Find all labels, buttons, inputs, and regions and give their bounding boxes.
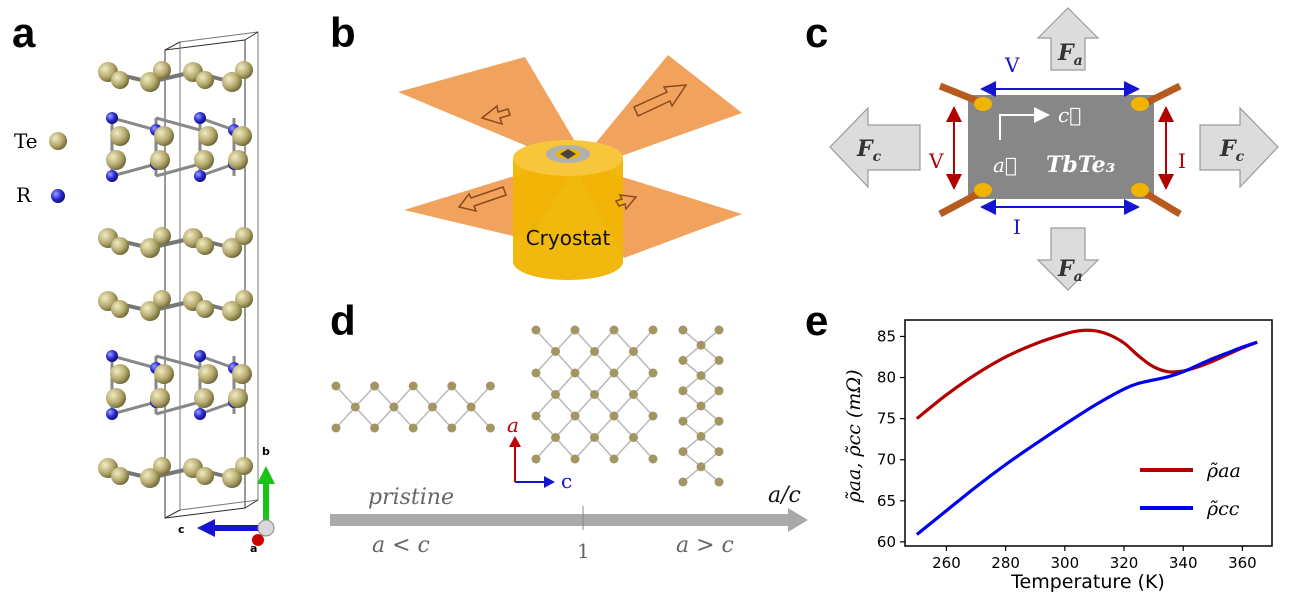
- chart-legend: ρ̃aa ρ̃cc: [1140, 460, 1241, 520]
- y-tick-label: 60: [877, 533, 896, 551]
- y-ticks: 60 65 70 75 80 85: [877, 327, 905, 550]
- y-tick-label: 85: [877, 327, 896, 345]
- x-tick-label: 300: [1051, 554, 1080, 572]
- series-line-rho-aa: [917, 330, 1257, 418]
- y-tick-label: 65: [877, 492, 896, 510]
- y-tick-label: 80: [877, 369, 896, 387]
- y-axis-label: ρ̃aa, ρ̃cc (mΩ): [843, 370, 865, 504]
- legend-label-cc: ρ̃cc: [1206, 498, 1240, 520]
- x-tick-label: 360: [1228, 554, 1257, 572]
- x-axis-label: Temperature (K): [1010, 571, 1165, 593]
- y-tick-label: 75: [877, 410, 896, 428]
- x-tick-label: 280: [991, 554, 1020, 572]
- x-ticks: 260 280 300 320 340 360: [932, 546, 1257, 572]
- x-tick-label: 260: [932, 554, 961, 572]
- x-tick-label: 320: [1110, 554, 1139, 572]
- x-tick-label: 340: [1169, 554, 1198, 572]
- y-tick-label: 70: [877, 451, 896, 469]
- legend-label-aa: ρ̃aa: [1206, 460, 1241, 482]
